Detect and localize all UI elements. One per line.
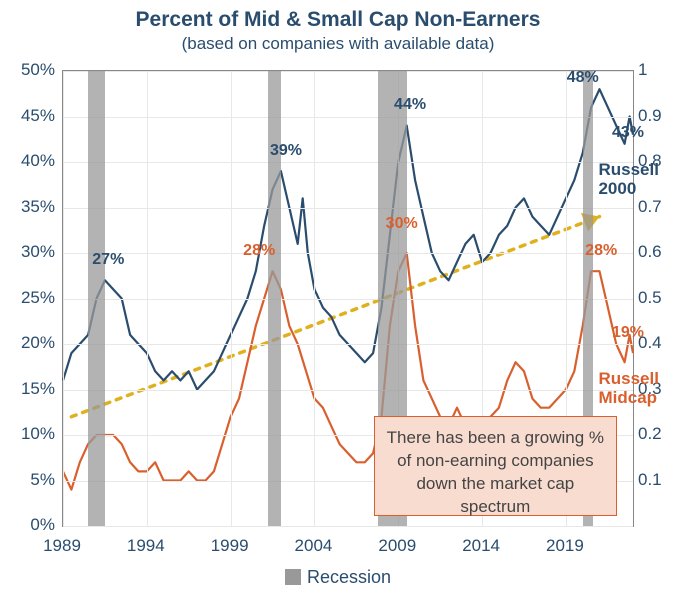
xtick-label: 1989 bbox=[43, 536, 81, 556]
legend: Recession bbox=[0, 567, 676, 588]
gridline-h bbox=[63, 117, 633, 118]
gridline-h bbox=[63, 253, 633, 254]
gridline-h bbox=[63, 71, 633, 72]
ytick-left-label: 50% bbox=[0, 60, 55, 80]
ytick-right-label: 0.6 bbox=[638, 242, 676, 262]
legend-swatch-recession bbox=[285, 569, 301, 585]
ytick-right-label: 0.7 bbox=[638, 197, 676, 217]
gridline-h bbox=[63, 208, 633, 209]
ytick-right-label: 1 bbox=[638, 60, 676, 80]
xtick-label: 1994 bbox=[127, 536, 165, 556]
callout-russell-2000: 27% bbox=[92, 251, 124, 269]
recession-band bbox=[268, 71, 281, 526]
ytick-right-label: 0.2 bbox=[638, 424, 676, 444]
ytick-right-label: 0.1 bbox=[638, 470, 676, 490]
gridline-h bbox=[63, 344, 633, 345]
gridline-h bbox=[63, 299, 633, 300]
ytick-left-label: 5% bbox=[0, 470, 55, 490]
chart-container: Percent of Mid & Small Cap Non-Earners (… bbox=[0, 0, 676, 606]
gridline-v bbox=[147, 71, 148, 526]
ytick-right-label: 0.5 bbox=[638, 288, 676, 308]
callout-russell-2000: 43% bbox=[612, 124, 644, 142]
callout-russell-midcap: 28% bbox=[243, 242, 275, 260]
callout-russell-midcap: 28% bbox=[585, 242, 617, 260]
xtick-label: 2014 bbox=[462, 536, 500, 556]
xtick-label: 1999 bbox=[211, 536, 249, 556]
series-label-russell-2000: Russell2000 bbox=[598, 161, 658, 198]
gridline-h bbox=[63, 162, 633, 163]
callout-russell-midcap: 30% bbox=[386, 215, 418, 233]
callout-russell-midcap: 19% bbox=[612, 324, 644, 342]
callout-russell-2000: 39% bbox=[270, 142, 302, 160]
ytick-left-label: 15% bbox=[0, 379, 55, 399]
ytick-left-label: 20% bbox=[0, 333, 55, 353]
callout-russell-2000: 44% bbox=[394, 96, 426, 114]
gridline-v bbox=[231, 71, 232, 526]
callout-russell-2000: 48% bbox=[567, 69, 599, 87]
gridline-h bbox=[63, 390, 633, 391]
recession-band bbox=[88, 71, 105, 526]
annotation-box: There has been a growing % of non-earnin… bbox=[374, 416, 617, 516]
ytick-left-label: 35% bbox=[0, 197, 55, 217]
gridline-v bbox=[63, 71, 64, 526]
legend-label: Recession bbox=[307, 567, 391, 587]
ytick-left-label: 30% bbox=[0, 242, 55, 262]
ytick-left-label: 40% bbox=[0, 151, 55, 171]
ytick-left-label: 0% bbox=[0, 515, 55, 535]
xtick-label: 2004 bbox=[295, 536, 333, 556]
xtick-label: 2009 bbox=[378, 536, 416, 556]
gridline-h bbox=[63, 526, 633, 527]
xtick-label: 2019 bbox=[546, 536, 584, 556]
series-label-russell-midcap: RussellMidcap bbox=[598, 370, 658, 407]
ytick-right-label: 0.9 bbox=[638, 106, 676, 126]
ytick-left-label: 25% bbox=[0, 288, 55, 308]
ytick-left-label: 45% bbox=[0, 106, 55, 126]
gridline-v bbox=[314, 71, 315, 526]
trend-arrow-line bbox=[71, 217, 599, 417]
chart-title: Percent of Mid & Small Cap Non-Earners bbox=[0, 8, 676, 32]
chart-subtitle: (based on companies with available data) bbox=[0, 34, 676, 54]
ytick-left-label: 10% bbox=[0, 424, 55, 444]
